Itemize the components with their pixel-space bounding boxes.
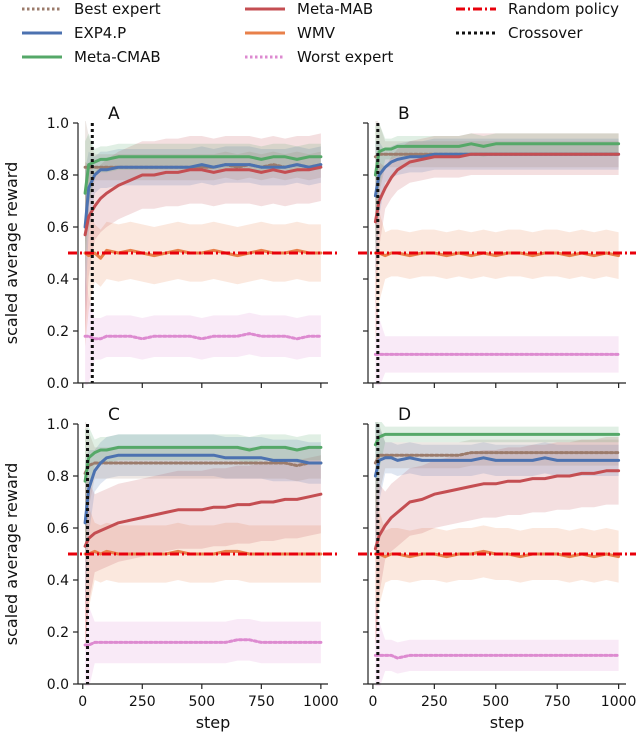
y-tick-label: 1.0 — [47, 116, 69, 132]
line-worst — [373, 653, 621, 660]
band-wmv — [85, 486, 321, 648]
plot-area — [373, 121, 621, 385]
band-worst — [375, 297, 619, 385]
x-axis-title: step — [490, 713, 525, 732]
legend-label-wmv: WMV — [297, 24, 336, 42]
band-exp4 — [375, 138, 619, 277]
band-best — [375, 121, 619, 235]
line-best — [83, 461, 323, 475]
line-exp4 — [83, 163, 323, 229]
line-worst — [83, 638, 323, 647]
line-cmab — [83, 155, 323, 195]
y-tick-label: 0.8 — [47, 168, 69, 184]
line-cmab — [373, 142, 621, 177]
y-tick-label: 0.2 — [47, 324, 69, 340]
x-tick-label: 0 — [78, 694, 87, 710]
line-mab — [373, 152, 621, 224]
y-tick-label: 0.8 — [47, 469, 69, 485]
band-wmv — [85, 185, 321, 347]
band-wmv — [375, 489, 619, 645]
x-tick-label: 1000 — [303, 694, 339, 710]
panel-label: A — [108, 104, 120, 124]
legend-label-random: Random policy — [508, 0, 619, 18]
x-axis-title: step — [196, 713, 231, 732]
x-tick-label: 750 — [248, 694, 275, 710]
panel-label: B — [398, 104, 410, 124]
line-best — [373, 451, 621, 465]
line-exp4 — [373, 456, 621, 478]
x-tick-label: 0 — [368, 694, 377, 710]
line-cmab — [83, 445, 323, 483]
legend-label-best: Best expert — [74, 0, 161, 18]
x-tick-label: 750 — [544, 694, 571, 710]
legend: Best expert EXP4.P Meta-CMAB Meta-MAB WMV Wor… — [22, 0, 619, 66]
panel-C: 0.0 0.2 0.4 0.6 0.8 1.0 0 250 500 750 1000 Cscaled … — [2, 405, 339, 732]
x-tick-label: 500 — [188, 694, 215, 710]
panel-label: D — [398, 405, 411, 425]
legend-label-cross: Crossover — [508, 24, 583, 42]
panel-B: B — [358, 104, 636, 388]
legend-label-worst: Worst expert — [297, 48, 394, 66]
legend-label-cmab: Meta-CMAB — [74, 48, 161, 66]
band-worst — [85, 276, 321, 385]
x-tick-label: 250 — [421, 694, 448, 710]
plot-area — [83, 422, 323, 686]
band-worst — [375, 600, 619, 686]
y-axis-title: scaled average reward — [2, 463, 21, 645]
line-mab — [83, 492, 323, 548]
band-mab — [85, 455, 321, 651]
line-mab — [373, 469, 621, 551]
y-tick-label: 0.6 — [47, 521, 69, 537]
y-tick-label: 0.6 — [47, 220, 69, 236]
y-tick-label: 1.0 — [47, 417, 69, 433]
band-cmab — [85, 426, 321, 560]
band-mab — [85, 133, 321, 334]
band-mab — [375, 133, 619, 308]
y-tick-label: 0.0 — [47, 677, 69, 693]
band-exp4 — [85, 146, 321, 311]
legend-label-exp4: EXP4.P — [74, 24, 126, 42]
line-worst — [83, 332, 323, 341]
y-tick-label: 0.0 — [47, 376, 69, 392]
x-tick-label: 500 — [482, 694, 509, 710]
band-mab — [375, 437, 619, 648]
band-worst — [85, 585, 321, 686]
panel-label: C — [108, 405, 120, 425]
line-exp4 — [83, 453, 323, 525]
y-tick-label: 0.4 — [47, 573, 69, 589]
y-tick-label: 0.2 — [47, 625, 69, 641]
legend-label-mab: Meta-MAB — [297, 0, 373, 18]
y-axis-title: scaled average reward — [2, 162, 21, 344]
band-exp4 — [85, 434, 321, 609]
line-mab — [83, 165, 323, 237]
x-tick-label: 1000 — [601, 694, 637, 710]
line-cmab — [373, 432, 621, 447]
band-wmv — [375, 190, 619, 342]
band-cmab — [375, 422, 619, 518]
y-tick-label: 0.4 — [47, 272, 69, 288]
x-tick-label: 250 — [129, 694, 156, 710]
